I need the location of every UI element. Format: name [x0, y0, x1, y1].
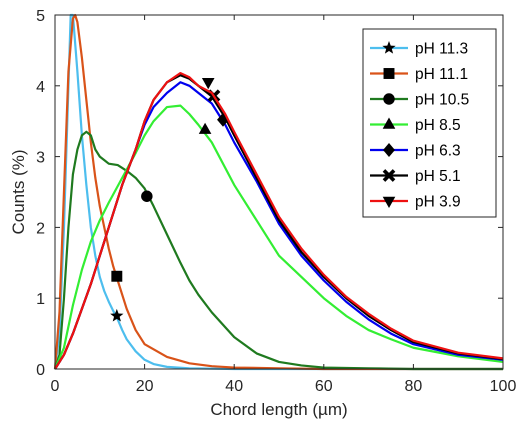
x-tick-label: 0: [51, 378, 60, 395]
legend: pH 11.3 pH 11.1 pH 10.5 pH 8.5 pH 6.3 pH 5.1 p…: [362, 28, 497, 218]
x-tick-label: 40: [225, 378, 243, 395]
series-line-2: [53, 130, 503, 371]
y-axis-label: Counts (%): [9, 149, 28, 234]
legend-item-1: pH 11.1: [370, 66, 468, 83]
series-marker-6: [201, 78, 215, 90]
legend-marker: [382, 196, 396, 208]
x-axis-label: Chord length (µm): [210, 400, 347, 419]
legend-marker: [383, 68, 395, 79]
legend-item-2: pH 10.5: [370, 92, 469, 109]
series-marker-4: [217, 112, 229, 127]
x-tick-label: 100: [490, 378, 517, 395]
series-marker-3: [198, 122, 212, 134]
series-marker-0: [110, 308, 124, 322]
legend-item-5: pH 5.1: [370, 168, 461, 185]
legend-marker: [382, 169, 396, 182]
legend-label: pH 8.5: [415, 117, 461, 134]
series-line-1: [53, 13, 503, 371]
legend-label: pH 10.5: [415, 92, 469, 109]
legend-marker: [383, 143, 395, 157]
series-marker-2: [141, 190, 153, 202]
x-tick-label: 80: [405, 378, 423, 395]
ticks-layer: 0 20 40 60 80 100 0 1 2 3 4 5: [36, 8, 516, 395]
y-tick-label: 5: [36, 8, 45, 25]
x-tick-label: 60: [315, 378, 333, 395]
legend-marker: [382, 41, 396, 54]
legend-item-0: pH 11.3: [370, 41, 468, 58]
x-tick-label: 20: [136, 378, 154, 395]
y-tick-label: 2: [36, 220, 45, 237]
legend-item-6: pH 3.9: [370, 194, 461, 211]
legend-item-3: pH 8.5: [370, 117, 461, 134]
series-marker-1: [111, 270, 123, 282]
legend-label: pH 5.1: [415, 168, 461, 185]
legend-item-4: pH 6.3: [370, 143, 461, 160]
plot-area-frame: [54, 14, 504, 370]
legend-marker: [382, 117, 396, 129]
legend-label: pH 11.1: [415, 66, 468, 83]
y-tick-label: 1: [36, 291, 45, 308]
legend-label: pH 6.3: [415, 143, 461, 160]
series-line-6: [54, 71, 504, 370]
y-tick-label: 4: [36, 79, 45, 96]
legend-marker: [383, 93, 395, 105]
legend-label: pH 3.9: [415, 194, 461, 211]
y-tick-label: 0: [36, 362, 45, 379]
legend-label: pH 11.3: [415, 41, 468, 58]
series-line-3: [53, 104, 504, 370]
legend-box: [362, 28, 497, 218]
y-tick-label: 3: [36, 150, 45, 167]
